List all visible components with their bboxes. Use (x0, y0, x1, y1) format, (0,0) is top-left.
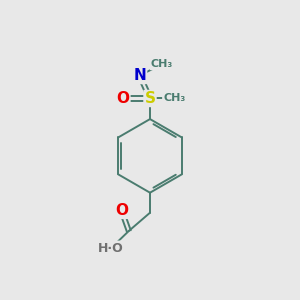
Text: H·O: H·O (98, 242, 124, 254)
Text: S: S (145, 91, 155, 106)
Text: CH₃: CH₃ (151, 59, 173, 69)
Text: CH₃: CH₃ (163, 94, 185, 103)
Text: N: N (133, 68, 146, 83)
Text: O: O (116, 91, 129, 106)
Text: O: O (115, 203, 128, 218)
